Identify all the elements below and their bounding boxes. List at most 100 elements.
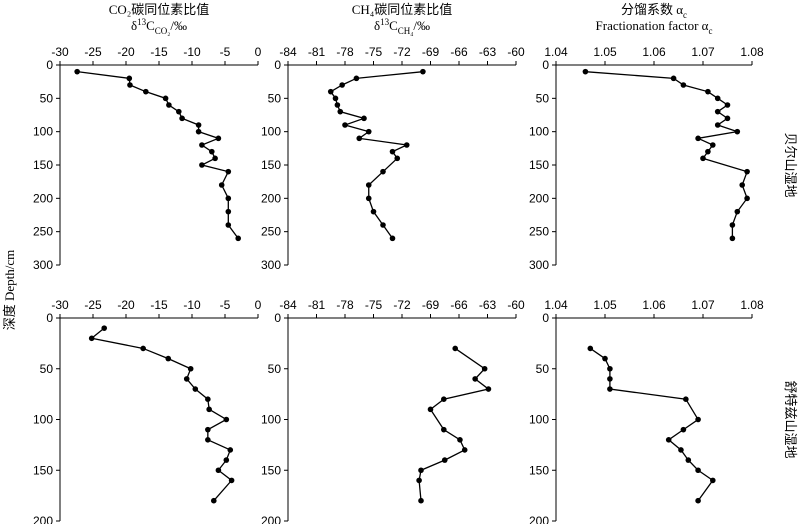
- y-tick-label: 50: [536, 91, 550, 105]
- panel-title-part: 分馏系数 α: [621, 2, 683, 17]
- x-tick-label: -66: [450, 45, 468, 59]
- data-point: [710, 142, 716, 148]
- data-point: [695, 416, 701, 423]
- profile-line: [77, 71, 239, 239]
- x-tick-label: -69: [422, 45, 440, 59]
- data-point: [225, 222, 232, 228]
- y-tick-label: 150: [33, 463, 53, 477]
- data-point: [602, 355, 608, 362]
- y-tick-label: 200: [33, 514, 53, 524]
- x-tick-label: 1.04: [544, 45, 568, 59]
- data-point: [356, 135, 363, 142]
- data-point: [209, 148, 215, 155]
- data-point: [729, 235, 736, 242]
- x-tick-label: 1.06: [642, 45, 666, 59]
- panel-subtitle-part: δ: [131, 18, 137, 33]
- y-tick-label: 200: [529, 514, 549, 524]
- data-point: [380, 168, 386, 175]
- x-tick-label: -75: [365, 45, 383, 59]
- y-tick-label: 100: [529, 125, 549, 139]
- data-point: [225, 208, 232, 215]
- x-tick-label: -5: [220, 45, 231, 59]
- data-point: [225, 168, 232, 175]
- y-tick-label: 50: [268, 91, 282, 105]
- x-tick-label: -69: [422, 298, 440, 312]
- data-point: [695, 497, 701, 504]
- y-tick-label: 200: [529, 191, 549, 205]
- x-tick-label: -30: [51, 298, 69, 312]
- x-tick-label: -72: [393, 45, 411, 59]
- x-tick-label: -84: [279, 45, 297, 59]
- panel-subtitle-part: C: [389, 18, 398, 33]
- data-point: [215, 135, 222, 142]
- data-point: [339, 82, 345, 88]
- data-point: [337, 108, 344, 115]
- y-axis-label: 深度 Depth/cm: [2, 250, 17, 331]
- data-point: [327, 88, 334, 95]
- panel-subtitle-part: δ: [374, 18, 380, 33]
- data-point: [481, 365, 488, 372]
- y-tick-label: 0: [46, 58, 53, 72]
- y-tick-label: 0: [274, 311, 281, 325]
- data-point: [695, 467, 701, 474]
- data-point: [227, 447, 234, 453]
- y-tick-label: 250: [33, 225, 53, 239]
- data-point: [205, 437, 211, 443]
- x-tick-label: -60: [507, 298, 525, 312]
- x-tick-label: 1.06: [642, 298, 666, 312]
- data-point: [587, 345, 594, 352]
- y-tick-label: 50: [536, 362, 550, 376]
- data-point: [88, 335, 95, 342]
- data-point: [705, 88, 711, 95]
- data-point: [389, 235, 396, 242]
- data-point: [195, 122, 202, 128]
- data-point: [370, 208, 377, 215]
- x-tick-label: -10: [183, 298, 201, 312]
- x-tick-label: 0: [255, 45, 262, 59]
- data-point: [441, 457, 448, 463]
- data-point: [714, 95, 721, 102]
- data-point: [342, 122, 348, 128]
- y-tick-label: 200: [261, 514, 281, 524]
- data-point: [452, 345, 459, 352]
- data-point: [729, 222, 736, 228]
- data-point: [223, 457, 230, 463]
- y-tick-label: 0: [274, 58, 281, 72]
- panel-subtitle-part: Fractionation factor α: [596, 18, 709, 33]
- panel-subtitle-part: c: [708, 26, 712, 36]
- panel-subtitle-part: CO₂: [155, 26, 171, 36]
- data-point: [724, 102, 731, 108]
- data-point: [210, 497, 217, 504]
- data-point: [365, 195, 372, 202]
- y-tick-label: 150: [529, 158, 549, 172]
- y-tick-label: 150: [33, 158, 53, 172]
- y-tick-label: 50: [40, 362, 54, 376]
- data-point: [199, 142, 205, 148]
- data-point: [215, 467, 222, 474]
- data-point: [427, 406, 434, 413]
- x-tick-label: -15: [150, 45, 168, 59]
- x-tick-label: -25: [84, 45, 102, 59]
- data-point: [199, 162, 205, 168]
- data-point: [225, 195, 232, 202]
- profile-line: [585, 71, 748, 239]
- x-tick-label: -63: [479, 45, 497, 59]
- data-point: [218, 182, 225, 188]
- data-point: [140, 345, 146, 352]
- data-point: [739, 182, 745, 188]
- panel-title: CH₄碳同位素比值: [352, 2, 453, 17]
- panel-subtitle: Fractionation factor αc: [596, 18, 713, 36]
- panel-title: 分馏系数 αc: [621, 2, 687, 20]
- row-label: 贝尔山湿地: [783, 132, 798, 197]
- data-point: [714, 108, 721, 115]
- y-tick-label: 300: [529, 258, 549, 272]
- data-point: [127, 82, 133, 88]
- panel-title-part: c: [683, 10, 687, 20]
- data-point: [223, 416, 230, 423]
- x-tick-label: -81: [308, 45, 326, 59]
- data-point: [710, 477, 716, 484]
- data-point: [403, 142, 410, 148]
- x-tick-label: -78: [336, 298, 354, 312]
- y-tick-label: 50: [40, 91, 54, 105]
- data-point: [678, 447, 684, 453]
